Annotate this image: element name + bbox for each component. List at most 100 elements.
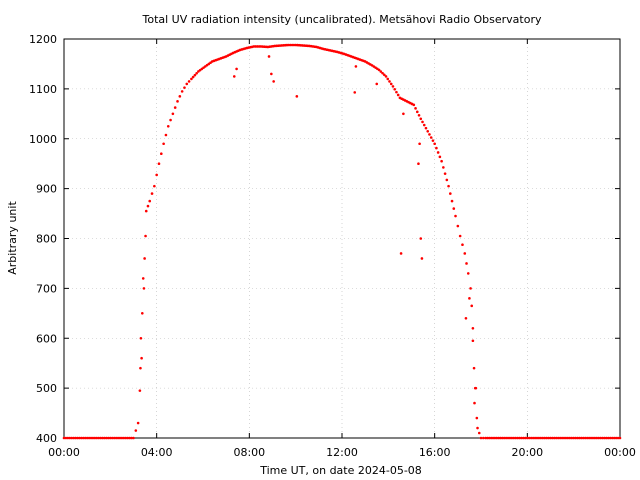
data-point [564, 436, 568, 440]
data-point [574, 436, 577, 440]
data-point [375, 82, 379, 86]
data-point [475, 416, 479, 420]
data-point [593, 436, 597, 440]
data-point [153, 184, 156, 188]
data-point [458, 234, 462, 238]
data-point [112, 436, 116, 440]
data-point [76, 436, 79, 440]
data-point [526, 436, 529, 440]
data-point [195, 71, 198, 75]
data-point [87, 436, 91, 440]
data-point [499, 436, 502, 440]
data-point [122, 436, 126, 440]
data-point [535, 436, 539, 440]
data-point [353, 91, 357, 94]
data-point [419, 117, 423, 121]
data-point [529, 436, 533, 440]
data-point [428, 133, 431, 136]
data-point [388, 80, 391, 83]
data-point [603, 436, 606, 440]
data-point [270, 72, 273, 76]
data-point [461, 243, 464, 247]
data-point [235, 67, 238, 71]
data-point [435, 146, 438, 150]
data-point [109, 436, 112, 440]
chart-grid [64, 39, 620, 438]
data-point [141, 277, 145, 280]
data-point [395, 90, 398, 94]
data-point [599, 436, 602, 440]
x-tick-label: 04:00 [141, 446, 173, 459]
data-point [381, 71, 384, 75]
y-axis-label: Arbitrary unit [6, 201, 19, 275]
x-axis-label: Time UT, on date 2024-05-08 [259, 464, 422, 477]
data-point [396, 93, 400, 97]
data-point [143, 257, 146, 260]
data-point [190, 77, 193, 81]
data-point [497, 436, 500, 440]
data-point [471, 326, 475, 330]
data-point [426, 129, 430, 133]
data-point [83, 436, 87, 440]
data-point [486, 436, 489, 440]
data-point [431, 139, 435, 142]
chart-title: Total UV radiation intensity (uncalibrat… [142, 13, 542, 26]
data-point [514, 436, 518, 440]
data-point [558, 436, 562, 440]
data-point [524, 436, 527, 440]
data-point [417, 162, 420, 165]
data-point [116, 436, 120, 440]
data-point [474, 386, 478, 390]
data-point [452, 207, 456, 210]
data-point [607, 436, 610, 440]
data-point [568, 436, 572, 440]
data-point [463, 252, 467, 255]
data-point [488, 436, 491, 440]
data-point [618, 436, 622, 440]
data-point [424, 126, 428, 130]
data-point [506, 436, 510, 440]
data-point [399, 252, 403, 255]
y-tick-label: 1100 [29, 83, 57, 96]
data-point [570, 436, 574, 440]
data-point [105, 436, 108, 440]
data-point [185, 82, 189, 86]
data-point [148, 199, 152, 203]
data-point [582, 436, 585, 440]
data-point [128, 436, 131, 440]
data-point [419, 237, 423, 240]
data-point [421, 120, 424, 124]
data-point [162, 142, 165, 146]
data-point [585, 436, 589, 440]
data-point [62, 436, 66, 440]
data-point [537, 436, 541, 440]
data-point [476, 426, 479, 430]
data-point [160, 152, 163, 156]
data-point [91, 436, 95, 440]
data-point [420, 257, 424, 260]
data-point [527, 436, 531, 440]
data-point [539, 436, 543, 440]
data-point [605, 436, 608, 440]
data-point [438, 155, 442, 159]
data-point [484, 436, 487, 440]
data-point [466, 272, 470, 275]
data-point [554, 436, 558, 440]
data-point [114, 436, 118, 440]
data-point [389, 82, 393, 86]
data-point [501, 436, 504, 440]
data-point [178, 95, 182, 98]
data-point [132, 436, 135, 440]
data-point [610, 436, 614, 440]
data-point [601, 436, 604, 440]
data-point [144, 234, 147, 238]
data-point [551, 436, 554, 440]
data-point [295, 95, 299, 98]
data-point [508, 436, 512, 440]
data-point [531, 436, 535, 440]
data-point [78, 436, 81, 440]
data-point [587, 436, 591, 440]
data-point [126, 436, 130, 440]
data-point [442, 166, 445, 169]
